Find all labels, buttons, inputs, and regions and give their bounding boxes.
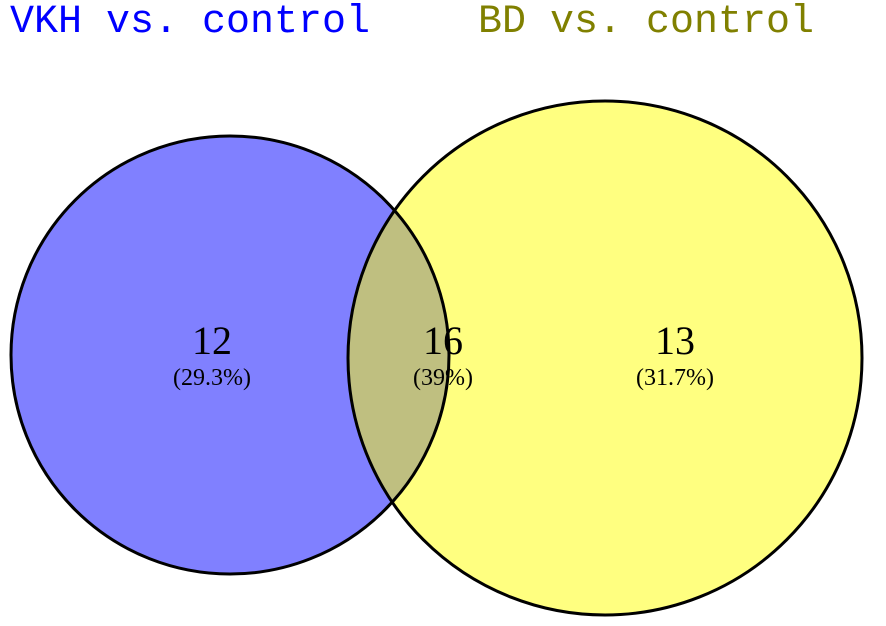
set-outline [346, 99, 864, 617]
set-circle [11, 136, 449, 574]
region-percent: (31.7%) [636, 365, 714, 391]
set-outline [9, 134, 451, 576]
region-count: 16 [423, 318, 463, 363]
set-circle [348, 101, 862, 615]
set-title: VKH vs. control [10, 0, 370, 45]
set-title: BD vs. control [478, 0, 814, 45]
region-percent: (29.3%) [173, 365, 251, 391]
region-count: 12 [192, 318, 232, 363]
region-percent: (39%) [413, 365, 473, 391]
region-count: 13 [655, 318, 695, 363]
